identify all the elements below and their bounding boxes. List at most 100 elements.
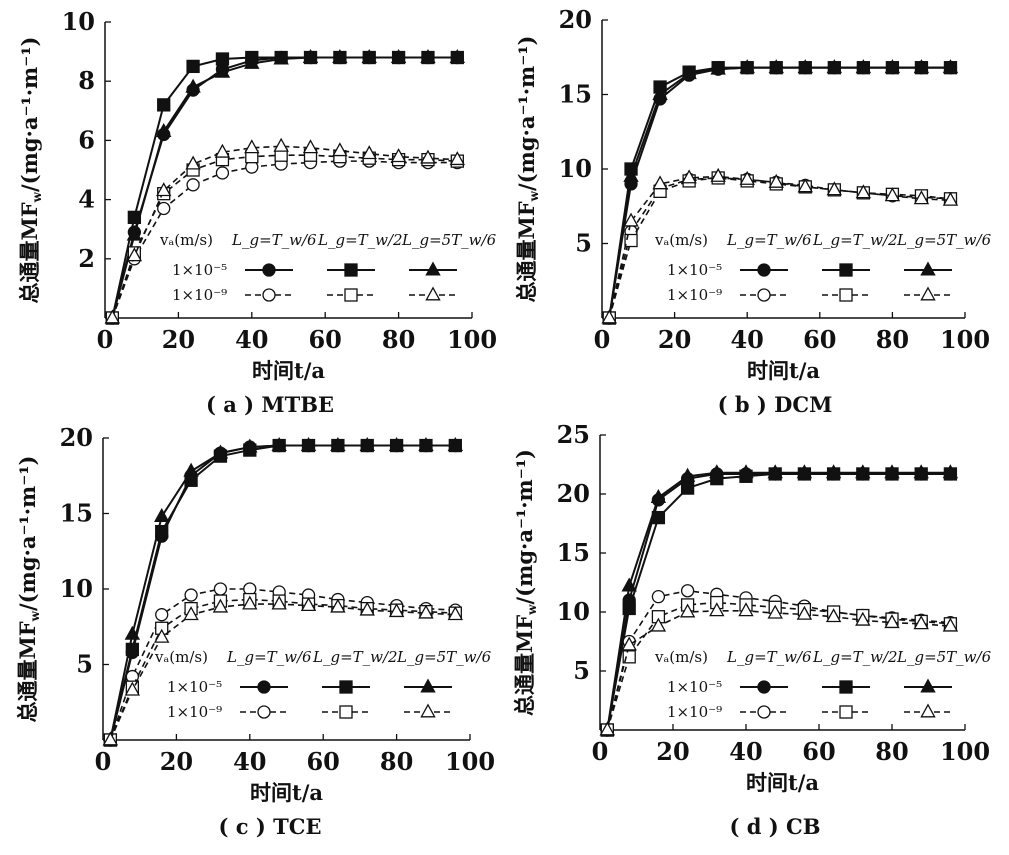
subplot-d: 0 20 40 60 80 100 5 10 15 20 25 时间t/a 总通量MFw/(mg·a⁻¹… [512,420,992,839]
triangle-marker [599,721,615,736]
legend-row-label: 1×10⁻⁵ [667,261,722,279]
x-axis-label: 时间t/a [252,358,325,383]
triangle-marker [420,678,436,693]
legend-header: L_g=T_w/2 [812,648,898,666]
legend-header: L_g=5T_w/6 [396,648,492,666]
triangle-marker [797,178,813,193]
triangle-marker [359,437,375,452]
triangle-marker [920,703,936,718]
y-tick-label: 5 [575,229,592,258]
triangle-marker [709,602,725,617]
triangle-marker [271,595,287,610]
triangle-marker [650,617,667,632]
legend: vₐ(m/s) L_g=T_w/6 L_g=T_w/2 L_g=5T_w/6 1×10⁻… [159,231,497,304]
y-tick-label: 20 [60,423,93,452]
y-tick-label: 2 [78,244,95,273]
triangle-marker [679,467,696,482]
triangle-marker [300,597,317,612]
y-tick-label: 5 [573,656,590,685]
triangle-marker [681,169,697,184]
x-tick-label: 0 [97,325,114,354]
subplot-c: 0 20 40 60 80 100 5 10 15 20 时间t/a 总通量MFw/(mg·a⁻¹·m… [15,423,495,839]
subplot-caption: ( d ) CB [730,814,821,839]
legend-row-label: 1×10⁻⁹ [667,703,722,721]
square-marker [839,263,853,277]
square-marker [186,59,200,74]
triangle-marker [300,437,317,452]
legend-header: L_g=T_w/6 [226,648,312,666]
legend-row-label: 1×10⁻⁵ [667,678,722,696]
triangle-marker [884,187,901,202]
x-tick-label: 80 [876,325,909,354]
triangle-marker [942,191,959,206]
triangle-marker [679,603,696,618]
circle-marker [184,588,198,602]
x-tick-label: 40 [729,737,762,766]
square-marker [215,52,230,66]
square-marker [680,481,695,495]
triangle-marker [884,59,901,74]
x-tick-label: 80 [380,747,413,776]
x-tick-label: 100 [940,737,990,766]
y-tick-label: 10 [62,7,95,36]
triangle-marker [361,48,377,63]
triangle-marker [104,309,121,324]
x-tick-label: 0 [594,325,611,354]
series-2 [102,437,464,746]
x-axis-label: 时间t/a [746,770,819,795]
triangle-marker [884,614,900,629]
triangle-marker [601,309,617,324]
triangle-marker [359,601,375,616]
circle-marker [215,166,230,180]
subplot-b: 0 20 40 60 80 100 5 10 15 20 时间t/a 总通量MFw/(mg·a⁻¹·m… [514,5,992,417]
y-tick-label: 15 [559,80,592,109]
circle-marker [262,288,276,302]
square-marker [344,288,358,302]
x-tick-label: 20 [162,325,195,354]
triangle-marker [621,577,637,592]
triangle-marker [185,155,201,170]
triangle-marker [739,170,755,185]
legend-row-label: 1×10⁻⁹ [172,286,227,304]
legend-row-label: 1×10⁻⁵ [172,261,227,279]
triangle-marker [652,175,668,190]
legend-header: L_g=T_w/2 [317,231,403,249]
circle-marker [155,608,169,622]
triangle-marker [102,731,119,746]
triangle-marker [185,78,201,93]
triangle-marker [420,703,436,718]
x-tick-label: 20 [658,325,691,354]
subplot-a: 0 20 40 60 80 100 2 4 6 8 10 时间t/a 总通量MFw/(mg·a⁻¹·m⁻… [17,7,497,417]
subplot-caption: ( b ) DCM [718,392,833,417]
x-tick-label: 40 [235,325,268,354]
legend: vₐ(m/s) L_g=T_w/6 L_g=T_w/2 L_g=5T_w/6 1×10⁻… [154,648,492,721]
triangle-marker [767,604,783,619]
triangle-marker [709,464,725,479]
legend-header: L_g=5T_w/6 [896,231,992,249]
triangle-marker [124,681,141,696]
series-5 [104,137,466,324]
y-tick-label: 20 [559,5,592,34]
triangle-marker [650,488,667,503]
x-tick-label: 0 [592,737,609,766]
y-axis-label: 总通量MFw/(mg·a⁻¹·m⁻¹) [15,456,42,723]
legend-header: L_g=5T_w/6 [896,648,992,666]
square-marker [344,263,358,277]
circle-marker [757,263,771,277]
y-tick-label: 5 [76,650,93,679]
triangle-marker [826,59,843,74]
square-marker [839,288,853,302]
circle-marker [257,705,271,719]
triangle-marker [156,122,172,137]
triangle-marker [154,507,170,522]
legend-header: L_g=5T_w/6 [401,231,497,249]
x-tick-label: 60 [803,325,836,354]
subplot-caption: ( a ) MTBE [206,392,334,417]
triangle-marker [183,462,199,477]
y-tick-label: 4 [78,185,95,214]
triangle-marker [418,437,434,452]
circle-marker [757,680,771,694]
triangle-marker [242,595,258,610]
triangle-marker [767,464,783,479]
